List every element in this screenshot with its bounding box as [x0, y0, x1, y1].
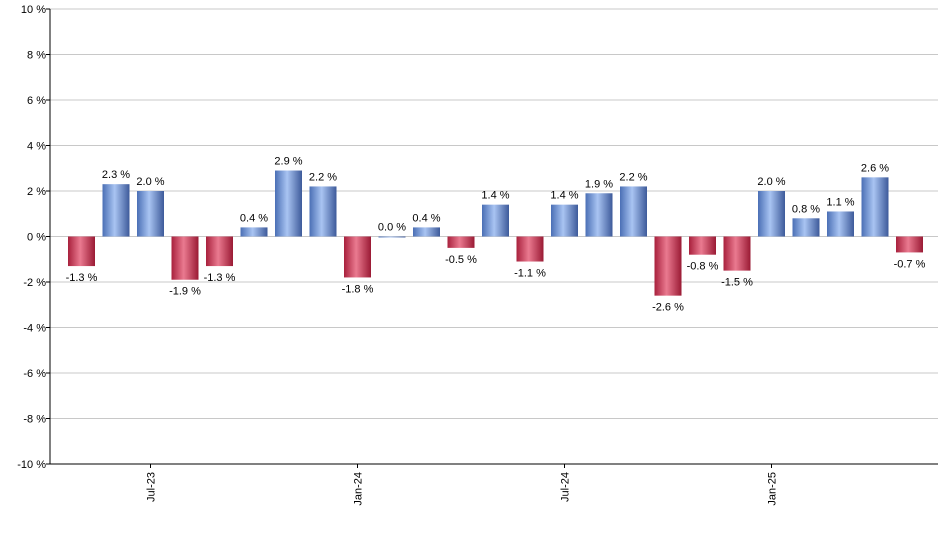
bar: [344, 236, 371, 278]
x-tick-label: Jan-24: [353, 472, 365, 506]
data-label: -1.3 %: [66, 272, 98, 284]
data-label: 0.4 %: [240, 212, 268, 224]
x-tick-label: Jan-25: [767, 472, 779, 506]
bar: [620, 186, 647, 237]
bar: [240, 227, 268, 237]
bar: [551, 204, 578, 237]
y-tick-label: 8 %: [27, 50, 46, 62]
bar: [102, 184, 130, 237]
y-tick-label: 4 %: [27, 141, 46, 153]
data-label: -1.1 %: [514, 268, 546, 280]
data-label: 0.8 %: [792, 203, 820, 215]
data-label: 2.3 %: [102, 169, 130, 181]
bars: [68, 170, 923, 296]
data-label: 2.2 %: [619, 171, 647, 183]
bar: [275, 170, 302, 237]
x-tick-label: Jul-24: [560, 472, 572, 502]
data-label: 1.9 %: [585, 178, 613, 190]
bar: [516, 236, 544, 262]
data-label: 1.1 %: [826, 196, 854, 208]
y-tick-label: 0 %: [27, 232, 46, 244]
y-tick-label: 10 %: [21, 4, 46, 16]
data-label: -1.5 %: [721, 277, 753, 289]
y-tick-label: 6 %: [27, 95, 46, 107]
bar: [896, 236, 923, 253]
bar: [413, 227, 440, 237]
bar: [171, 236, 199, 280]
bar: [827, 211, 854, 237]
data-label: -1.9 %: [169, 286, 201, 298]
bar: [68, 236, 95, 267]
data-label: 2.6 %: [861, 162, 889, 174]
data-label: 2.2 %: [309, 171, 337, 183]
data-label: 1.4 %: [550, 190, 578, 202]
bar: [689, 236, 716, 255]
y-tick-label: -2 %: [23, 277, 46, 289]
bar: [861, 177, 889, 237]
data-label: -0.7 %: [894, 258, 926, 270]
y-tick-label: -10 %: [17, 459, 46, 471]
data-label: 2.0 %: [136, 176, 164, 188]
bar: [206, 236, 233, 267]
data-label: -0.5 %: [445, 254, 477, 266]
y-tick-label: -8 %: [23, 414, 46, 426]
bar: [447, 236, 475, 248]
y-tick-label: 2 %: [27, 186, 46, 198]
bar: [792, 218, 820, 237]
data-label: 1.4 %: [481, 190, 509, 202]
bar: [585, 193, 613, 237]
data-label: -2.6 %: [652, 302, 684, 314]
bar: [723, 236, 751, 271]
data-label: 0.0 %: [378, 222, 406, 234]
y-tick-label: -4 %: [23, 323, 46, 335]
data-label: -1.3 %: [204, 272, 236, 284]
data-label: 0.4 %: [412, 212, 440, 224]
x-axis-ticks: Jul-23 Jan-24 Jul-24 Jan-25: [146, 464, 779, 506]
bar: [309, 186, 337, 237]
bar: [137, 191, 164, 237]
x-tick-label: Jul-23: [146, 472, 158, 502]
bar: [654, 236, 682, 296]
data-label: -1.8 %: [342, 283, 374, 295]
bar: [482, 204, 509, 237]
y-tick-label: -6 %: [23, 368, 46, 380]
y-axis-ticks: 10 % 8 % 6 % 4 % 2 % 0 % -2 % -4 % -6 % -8 % -10 %: [17, 4, 50, 471]
data-label: -0.8 %: [687, 261, 719, 273]
data-labels: -1.3 %2.3 %2.0 %-1.9 %-1.3 %0.4 %2.9 %2.…: [66, 156, 926, 314]
data-label: 2.9 %: [274, 156, 302, 168]
bar: [378, 236, 406, 238]
data-label: 2.0 %: [757, 176, 785, 188]
bar: [758, 191, 785, 237]
